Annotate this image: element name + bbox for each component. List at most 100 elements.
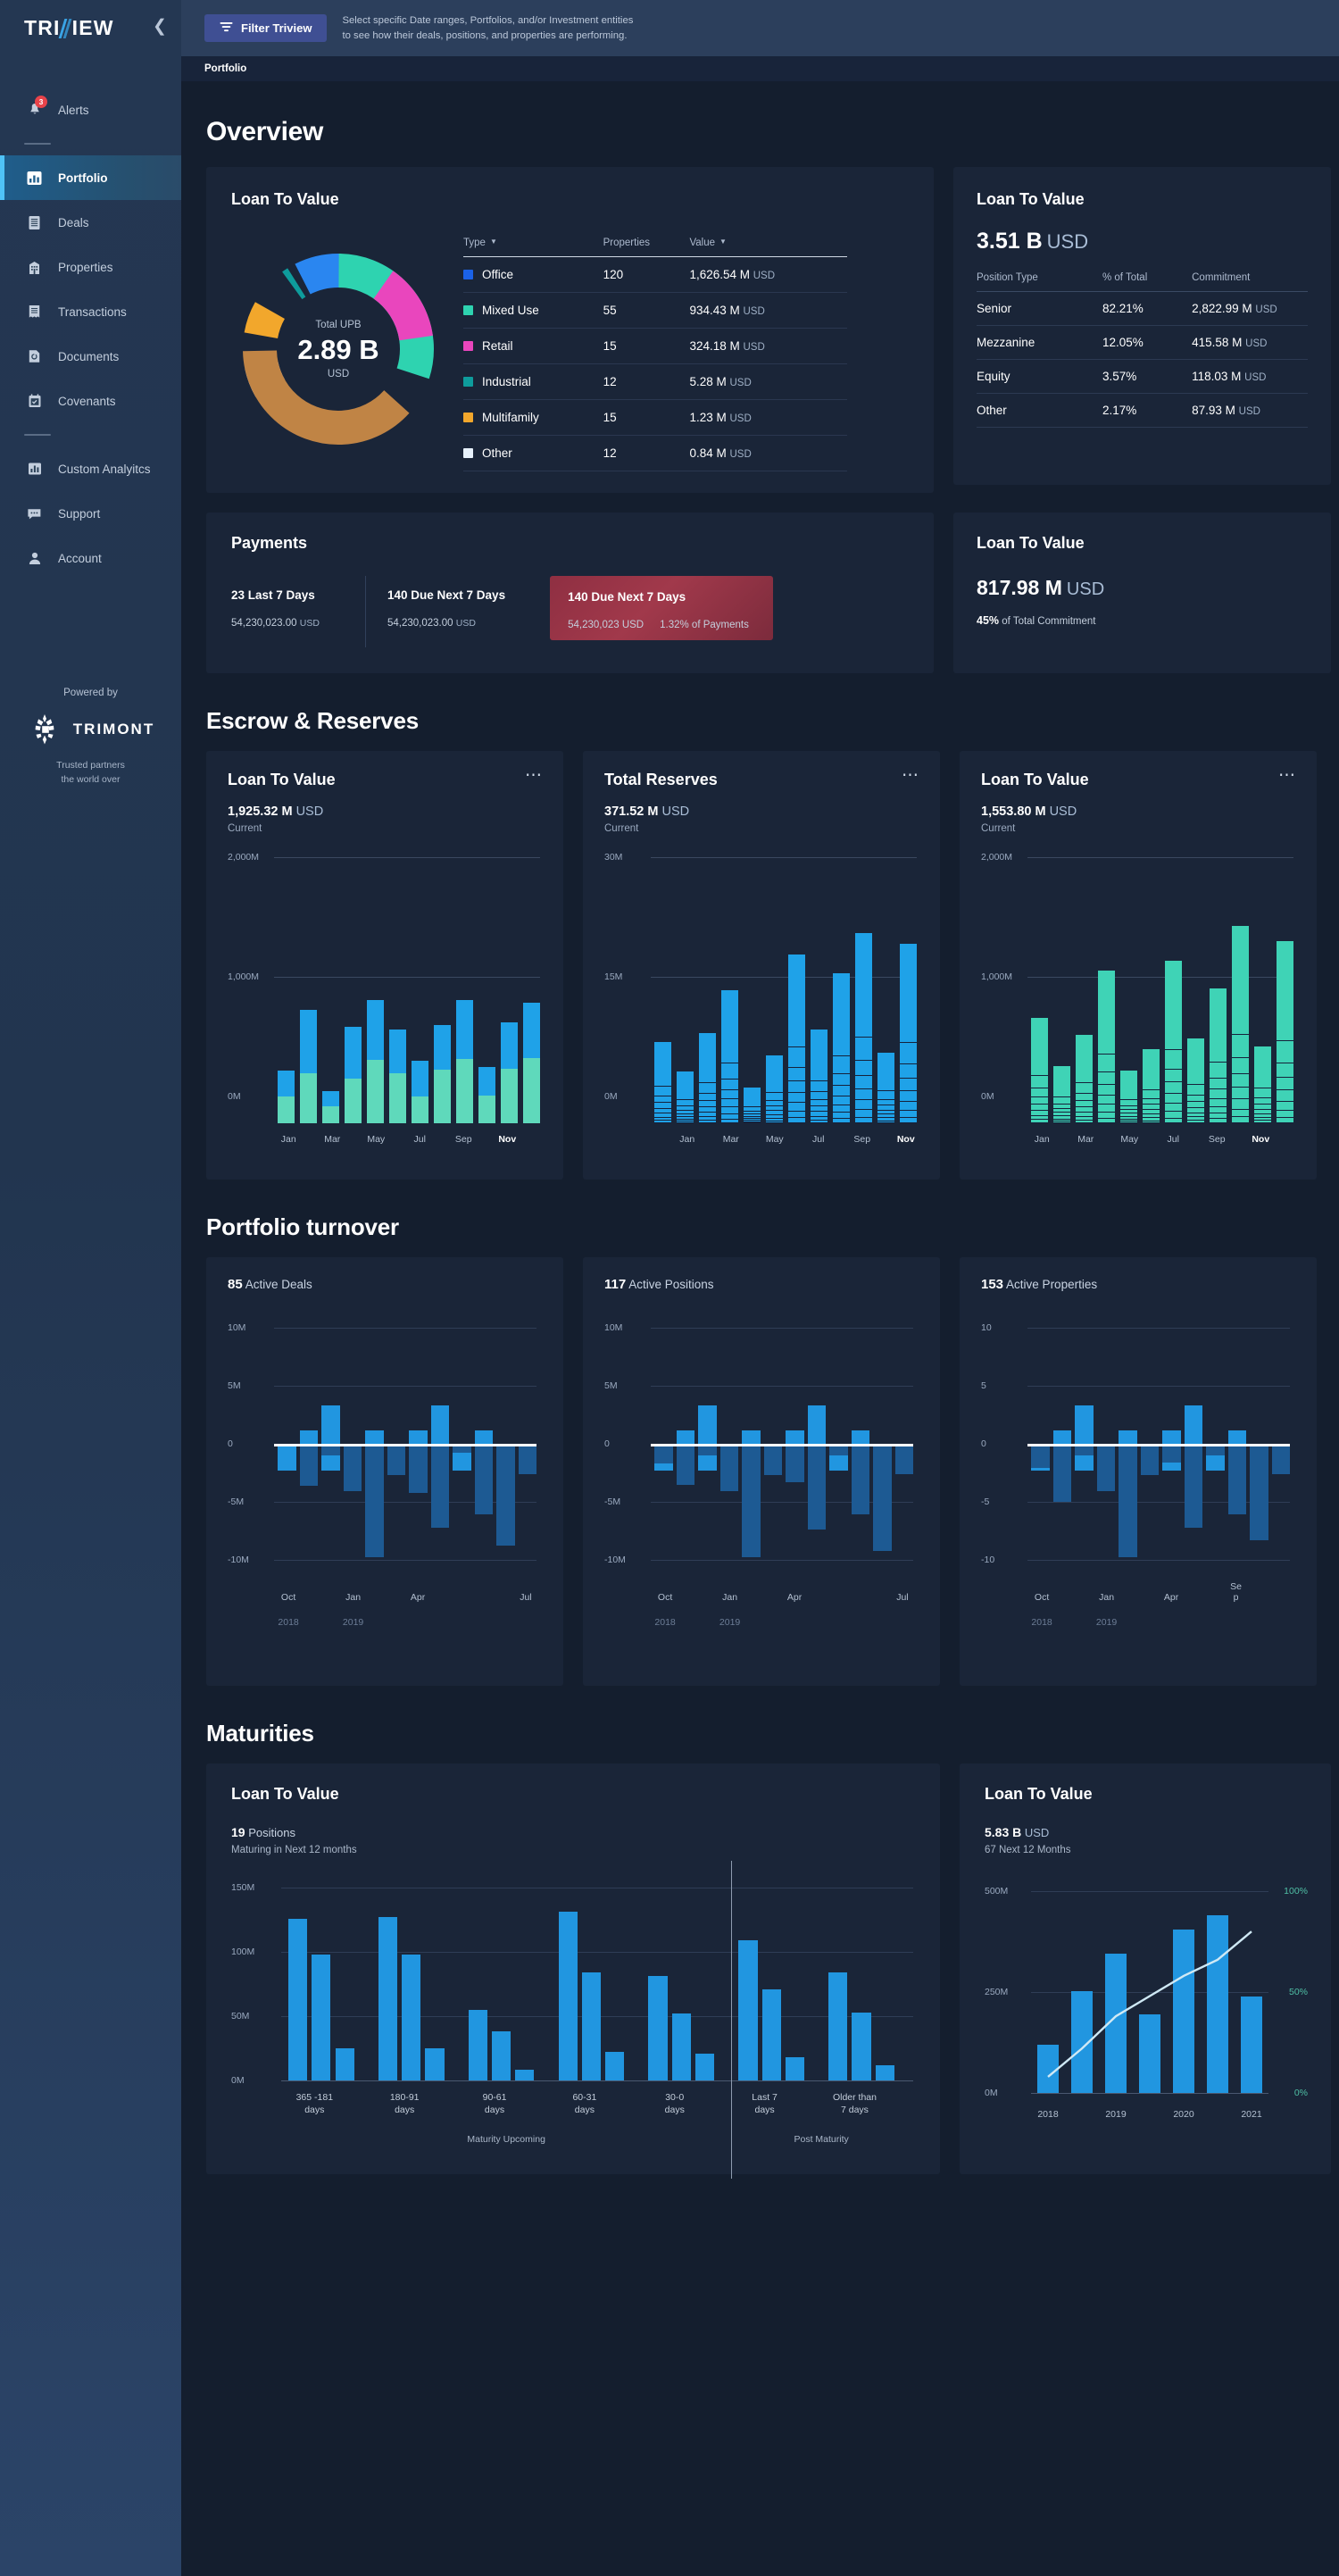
bar[interactable] [738,1940,758,2080]
column-header-properties[interactable]: Properties [603,238,690,257]
bar[interactable] [412,1061,428,1123]
bar[interactable] [1162,1319,1181,1587]
sidebar-item-covenants[interactable]: Covenants [0,379,181,423]
bar[interactable] [1207,1915,1228,2093]
bar[interactable] [518,1319,536,1587]
bar[interactable] [1031,1018,1048,1123]
bar[interactable] [1165,960,1182,1123]
bar[interactable] [676,1319,694,1587]
bar[interactable] [875,2064,894,2080]
sidebar-item-support[interactable]: Support [0,491,181,536]
chart-active-deals[interactable]: -10M -5M 0 5M 10M Oct Jan Apr Jul 2018 2019 [228,1319,542,1640]
bar[interactable] [694,2053,715,2080]
bar[interactable] [581,1972,602,2080]
bar[interactable] [300,1010,317,1123]
bar[interactable] [766,1055,783,1123]
bar[interactable] [1241,1996,1262,2093]
chart-escrow-ltv[interactable]: 0M 1,000M 2,000M Jan Mar May Jul Sep Nov [228,852,544,1148]
bar[interactable] [1053,1065,1070,1123]
bar[interactable] [1184,1319,1202,1587]
bar[interactable] [425,2048,445,2080]
sidebar-item-documents[interactable]: Documents [0,334,181,379]
chart-total-reserves[interactable]: 0M 15M 30M Jan Mar May Jul Sep Nov [604,852,920,1148]
table-row[interactable]: Other 2.17% 87.93 M USD [977,393,1308,428]
bar[interactable] [788,954,805,1123]
bar[interactable] [671,2013,691,2080]
bar[interactable] [1187,1038,1204,1123]
bar[interactable] [855,932,872,1123]
bar[interactable] [648,1976,668,2080]
sidebar-item-alerts[interactable]: 3 Alerts [0,88,181,132]
sidebar-item-deals[interactable]: Deals [0,200,181,245]
bar[interactable] [763,1319,782,1587]
bar[interactable] [877,1052,894,1123]
bar[interactable] [900,944,917,1123]
bar[interactable] [1277,941,1293,1123]
bar[interactable] [321,1319,340,1587]
bar[interactable] [654,1041,671,1123]
bar[interactable] [1250,1319,1268,1587]
bar[interactable] [501,1022,518,1123]
table-row[interactable]: Mixed Use 55 934.43 M USD [463,292,847,329]
more-horizontal-icon[interactable]: ⋯ [902,766,920,785]
column-header-commitment[interactable]: Commitment [1192,272,1308,292]
bar[interactable] [1075,1319,1094,1587]
maturities-combo-chart[interactable]: 0M 250M 500M 0% 50% 100% 2018 2019 2020 2021 [985,1872,1308,2139]
bar[interactable] [478,1067,495,1123]
bar[interactable] [1031,1319,1050,1587]
bar[interactable] [453,1319,471,1587]
payment-cell-last-7-days[interactable]: 23 Last 7 Days 54,230,023.00 USD [231,576,365,647]
bar[interactable] [402,1954,421,2080]
bar[interactable] [1139,2013,1160,2093]
payment-cell-due-next-7-days[interactable]: 140 Due Next 7 Days 54,230,023.00 USD [365,576,525,647]
sidebar-item-transactions[interactable]: Transactions [0,289,181,334]
sidebar-item-custom-analytics[interactable]: Custom Analyitcs [0,446,181,491]
more-horizontal-icon[interactable]: ⋯ [525,766,544,785]
chart-active-positions[interactable]: -10M -5M 0 5M 10M Oct Jan Apr Jul 2018 2019 [604,1319,919,1640]
bar[interactable] [558,1912,578,2080]
bar[interactable] [654,1319,673,1587]
bar[interactable] [335,2048,354,2080]
bar[interactable] [698,1319,717,1587]
bar[interactable] [299,1319,318,1587]
bar[interactable] [1120,1071,1137,1123]
bar[interactable] [873,1319,892,1587]
bar[interactable] [278,1071,295,1123]
bar[interactable] [1271,1319,1290,1587]
bar[interactable] [852,2012,871,2080]
table-row[interactable]: Office 120 1,626.54 M USD [463,256,847,293]
table-row[interactable]: Other 12 0.84 M USD [463,435,847,471]
bar[interactable] [1096,1319,1115,1587]
bar[interactable] [474,1319,493,1587]
bar[interactable] [1232,925,1249,1123]
bar[interactable] [851,1319,869,1587]
bar[interactable] [605,2052,625,2080]
bar[interactable] [721,989,738,1123]
maturities-bar-chart[interactable]: 0M 50M 100M 150M 365 -181 days 180-91 days 90-… [231,1861,917,2179]
bar[interactable] [894,1319,913,1587]
bar[interactable] [677,1071,694,1123]
bar[interactable] [1119,1319,1137,1587]
table-row[interactable]: Mezzanine 12.05% 415.58 M USD [977,325,1308,360]
bar[interactable] [786,1319,804,1587]
bar[interactable] [1210,988,1227,1123]
bar[interactable] [1052,1319,1071,1587]
bar[interactable] [699,1033,716,1123]
bar[interactable] [1098,970,1115,1123]
bar[interactable] [829,1319,848,1587]
bar[interactable] [468,2009,487,2080]
sidebar-item-portfolio[interactable]: Portfolio [0,155,181,200]
bar[interactable] [833,973,850,1123]
bar[interactable] [434,1025,451,1123]
bar[interactable] [761,1988,781,2080]
bar[interactable] [389,1029,406,1123]
column-header-type[interactable]: Type ▼ [463,238,603,257]
bar[interactable] [828,1972,848,2080]
bar[interactable] [811,1029,828,1123]
table-row[interactable]: Retail 15 324.18 M USD [463,328,847,364]
bar[interactable] [365,1319,384,1587]
sidebar-item-properties[interactable]: Properties [0,245,181,289]
bar[interactable] [496,1319,515,1587]
chart-escrow-ltv-2[interactable]: 0M 1,000M 2,000M Jan Mar May Jul Sep Nov [981,852,1297,1148]
sidebar-item-account[interactable]: Account [0,536,181,580]
